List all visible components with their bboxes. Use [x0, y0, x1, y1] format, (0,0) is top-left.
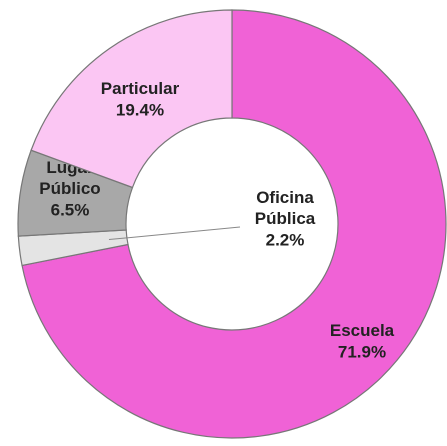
category-word: Particular — [101, 79, 180, 98]
category-label: Oficina Pública — [255, 188, 316, 228]
leader-line — [108, 226, 241, 241]
value-label: 19.4% — [116, 100, 164, 119]
value-label: 71.9% — [338, 342, 386, 361]
category-label: Escuela — [330, 321, 395, 340]
category-word: Escuela — [330, 321, 395, 340]
value-label: 6.5% — [51, 200, 90, 219]
value-label: 2.2% — [266, 230, 305, 249]
slice — [30, 9, 233, 189]
category-label: Particular — [101, 79, 180, 98]
category-word: Público — [39, 179, 100, 198]
category-label: Lugar Público — [39, 158, 100, 198]
category-word: Pública — [255, 209, 316, 228]
slice — [21, 9, 447, 439]
category-word: Oficina — [256, 188, 314, 207]
